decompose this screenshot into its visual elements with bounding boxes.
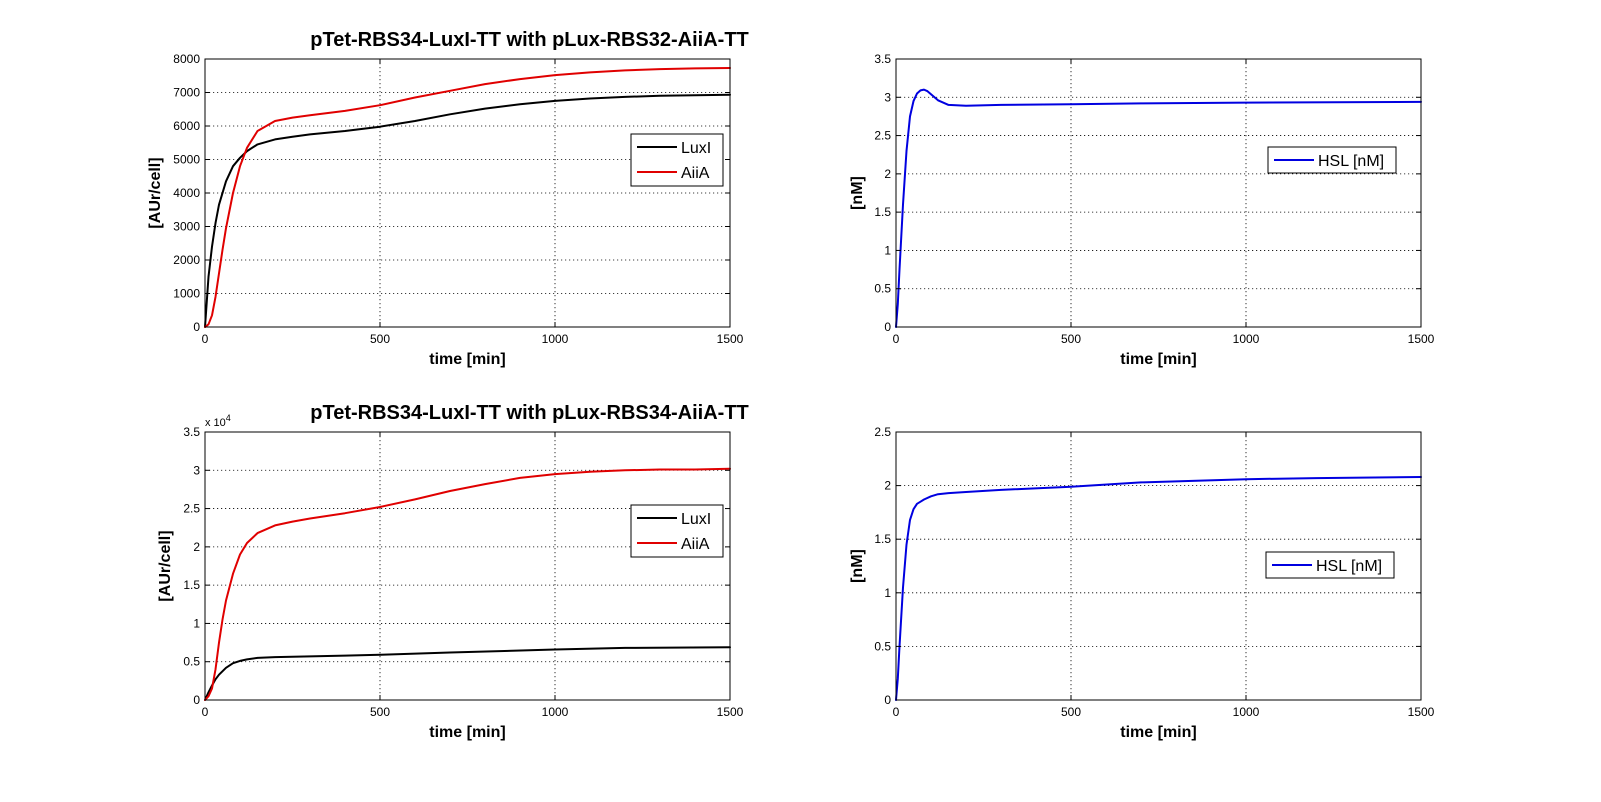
y-tick-label: 6000 — [173, 119, 200, 133]
plot-area — [205, 432, 730, 700]
y-tick-label: 4000 — [173, 186, 200, 200]
y-tick-label: 0 — [884, 320, 891, 334]
series-line-hsl-nm — [895, 88, 1422, 328]
legend-label: HSL [nM] — [1316, 558, 1382, 575]
y-tick-label: 3000 — [173, 220, 200, 234]
axes-box — [895, 431, 1422, 701]
x-axis-label: time [min] — [1120, 351, 1196, 368]
plot-area — [896, 59, 1421, 327]
y-tick-label: 1.5 — [874, 205, 891, 219]
y-tick-label: 2.5 — [874, 425, 891, 439]
chart-title: pTet-RBS34-LuxI-TT with pLux-RBS34-AiiA-… — [310, 402, 749, 424]
chart-panel-2: 0 500 1000 1500 0 0.5 1 1.5 2 2.5 3 3.5 time [min] [n… — [849, 52, 1435, 368]
legend: HSL [nM] — [1267, 146, 1397, 174]
y-axis-label: [nM] — [849, 549, 866, 583]
legend-box — [630, 133, 724, 187]
legend-label: LuxI — [681, 140, 711, 157]
x-tick-label: 1500 — [1408, 332, 1435, 346]
x-axis-label: time [min] — [1120, 724, 1196, 741]
y-tick-label: 3.5 — [874, 52, 891, 66]
y-tick-label: 3 — [193, 463, 200, 477]
y-tick-label: 2.5 — [183, 502, 200, 516]
y-tick-label: 1000 — [173, 287, 200, 301]
chart-panel-1: 0 500 1000 1500 0 1000 2000 3000 4000 5000 6000 700… — [147, 29, 749, 368]
y-axis-exponent: x 104 — [205, 413, 231, 429]
y-tick-label: 1 — [884, 586, 891, 600]
axes-box — [895, 58, 1422, 328]
y-tick-label: 1 — [193, 616, 200, 630]
x-tick-label: 500 — [1061, 332, 1081, 346]
y-tick-label: 1 — [884, 243, 891, 257]
series-line-luxi — [204, 93, 731, 328]
x-tick-label: 1500 — [717, 332, 744, 346]
y-tick-label: 0 — [884, 693, 891, 707]
x-tick-label: 500 — [370, 332, 390, 346]
x-tick-label: 1500 — [1408, 705, 1435, 719]
chart-panel-3: 0 500 1000 1500 0 0.5 1 1.5 2 2.5 3 3.5 x 104 time [m… — [157, 402, 749, 741]
y-axis-label: [AUr/cell] — [157, 530, 174, 601]
x-tick-label: 0 — [893, 705, 900, 719]
x-tick-label: 500 — [1061, 705, 1081, 719]
y-tick-label: 3 — [884, 90, 891, 104]
chart-panel-4: 0 500 1000 1500 0 0.5 1 1.5 2 2.5 time [min] [nM] HS… — [849, 425, 1435, 741]
series-line-hsl-nm — [895, 476, 1422, 701]
y-tick-label: 2000 — [173, 253, 200, 267]
x-tick-label: 1500 — [717, 705, 744, 719]
y-tick-label: 2 — [193, 540, 200, 554]
x-tick-label: 0 — [202, 332, 209, 346]
y-tick-label: 0 — [193, 320, 200, 334]
x-tick-label: 1000 — [542, 332, 569, 346]
y-tick-label: 0.5 — [183, 655, 200, 669]
plot-area — [205, 59, 730, 327]
axes-box — [204, 431, 731, 701]
y-tick-label: 1.5 — [183, 578, 200, 592]
y-tick-label: 2 — [884, 479, 891, 493]
series-line-luxi — [204, 646, 731, 701]
legend-label: HSL [nM] — [1318, 153, 1384, 170]
legend: LuxI AiiA — [630, 504, 724, 558]
x-tick-label: 1000 — [542, 705, 569, 719]
x-tick-label: 1000 — [1233, 332, 1260, 346]
x-tick-label: 1000 — [1233, 705, 1260, 719]
y-tick-label: 3.5 — [183, 425, 200, 439]
y-tick-label: 5000 — [173, 153, 200, 167]
chart-title: pTet-RBS34-LuxI-TT with pLux-RBS32-AiiA-… — [310, 29, 749, 51]
y-tick-label: 0 — [193, 693, 200, 707]
y-tick-label: 1.5 — [874, 532, 891, 546]
y-tick-label: 0.5 — [874, 639, 891, 653]
legend-label: AiiA — [681, 536, 710, 553]
y-tick-label: 0.5 — [874, 282, 891, 296]
legend-label: AiiA — [681, 165, 710, 182]
series-line-aiia — [204, 67, 731, 328]
x-tick-label: 0 — [893, 332, 900, 346]
legend-box — [630, 504, 724, 558]
y-tick-label: 8000 — [173, 52, 200, 66]
legend: LuxI AiiA — [630, 133, 724, 187]
y-axis-label: [AUr/cell] — [147, 157, 164, 228]
legend-label: LuxI — [681, 511, 711, 528]
y-axis-label: [nM] — [849, 176, 866, 210]
y-tick-label: 2 — [884, 167, 891, 181]
x-axis-label: time [min] — [429, 351, 505, 368]
y-tick-label: 7000 — [173, 86, 200, 100]
x-axis-label: time [min] — [429, 724, 505, 741]
y-tick-label: 2.5 — [874, 129, 891, 143]
series-line-aiia — [204, 467, 731, 701]
x-tick-label: 0 — [202, 705, 209, 719]
x-tick-label: 500 — [370, 705, 390, 719]
legend: HSL [nM] — [1265, 551, 1395, 579]
